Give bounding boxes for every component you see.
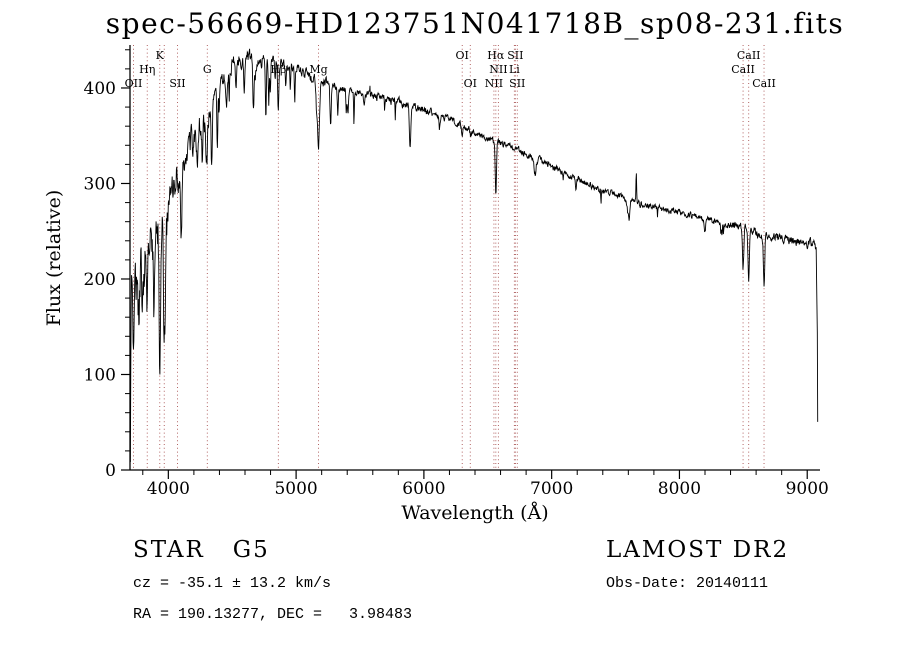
- coordinates-value: RA = 190.13277, DEC = 3.98483: [133, 606, 413, 623]
- x-tick-label: 8000: [658, 479, 701, 499]
- cz-value: cz = -35.1 ± 13.2 km/s: [133, 575, 332, 592]
- x-axis-label: Wavelength (Å): [401, 502, 548, 524]
- line-marker-label: K: [156, 49, 165, 62]
- line-marker-label: SII: [169, 77, 185, 90]
- line-marker-label: SII: [509, 77, 525, 90]
- y-tick-label: 400: [84, 79, 116, 99]
- line-marker-label: SII: [507, 49, 523, 62]
- line-marker-label: OII: [125, 77, 143, 90]
- spectrum: [129, 48, 819, 463]
- y-axis-label: Flux (relative): [43, 190, 65, 327]
- x-tick-label: 9000: [786, 479, 829, 499]
- line-marker-label: Hα: [487, 49, 505, 62]
- line-marker-label: CaII: [752, 77, 776, 90]
- y-tick-label: 300: [84, 174, 116, 194]
- line-marker-label: G: [203, 63, 212, 76]
- survey-label: LAMOST DR2: [606, 537, 790, 563]
- spectrum-path: [129, 48, 819, 463]
- y-tick-label: 200: [84, 270, 116, 290]
- y-tick-label: 0: [105, 461, 116, 481]
- object-type-label: STAR G5: [133, 537, 270, 563]
- obs-date-value: Obs-Date: 20140111: [606, 575, 769, 592]
- x-tick-label: 6000: [402, 479, 445, 499]
- x-tick-label: 4000: [147, 479, 190, 499]
- line-marker-label: Hη: [139, 63, 155, 76]
- line-marker-label: CaII: [731, 63, 755, 76]
- line-marker-label: OI: [456, 49, 469, 62]
- x-tick-label: 5000: [274, 479, 317, 499]
- line-marker-label: NII: [489, 63, 507, 76]
- x-tick-label: 7000: [530, 479, 573, 499]
- axes: 4000 5000 6000 7000 8000 9000 0 100 200 300 400: [84, 45, 829, 499]
- spectrum-chart: spec-56669-HD123751N041718B_sp08-231.fit…: [43, 7, 844, 524]
- chart-title: spec-56669-HD123751N041718B_sp08-231.fit…: [106, 7, 844, 40]
- line-marker-label: OI: [464, 77, 477, 90]
- line-marker-label: NII: [485, 77, 503, 90]
- y-tick-label: 100: [84, 365, 116, 385]
- line-marker-label: CaII: [737, 49, 761, 62]
- line-marker-label: Li: [509, 63, 520, 76]
- line-marker-label: Mg: [309, 63, 327, 76]
